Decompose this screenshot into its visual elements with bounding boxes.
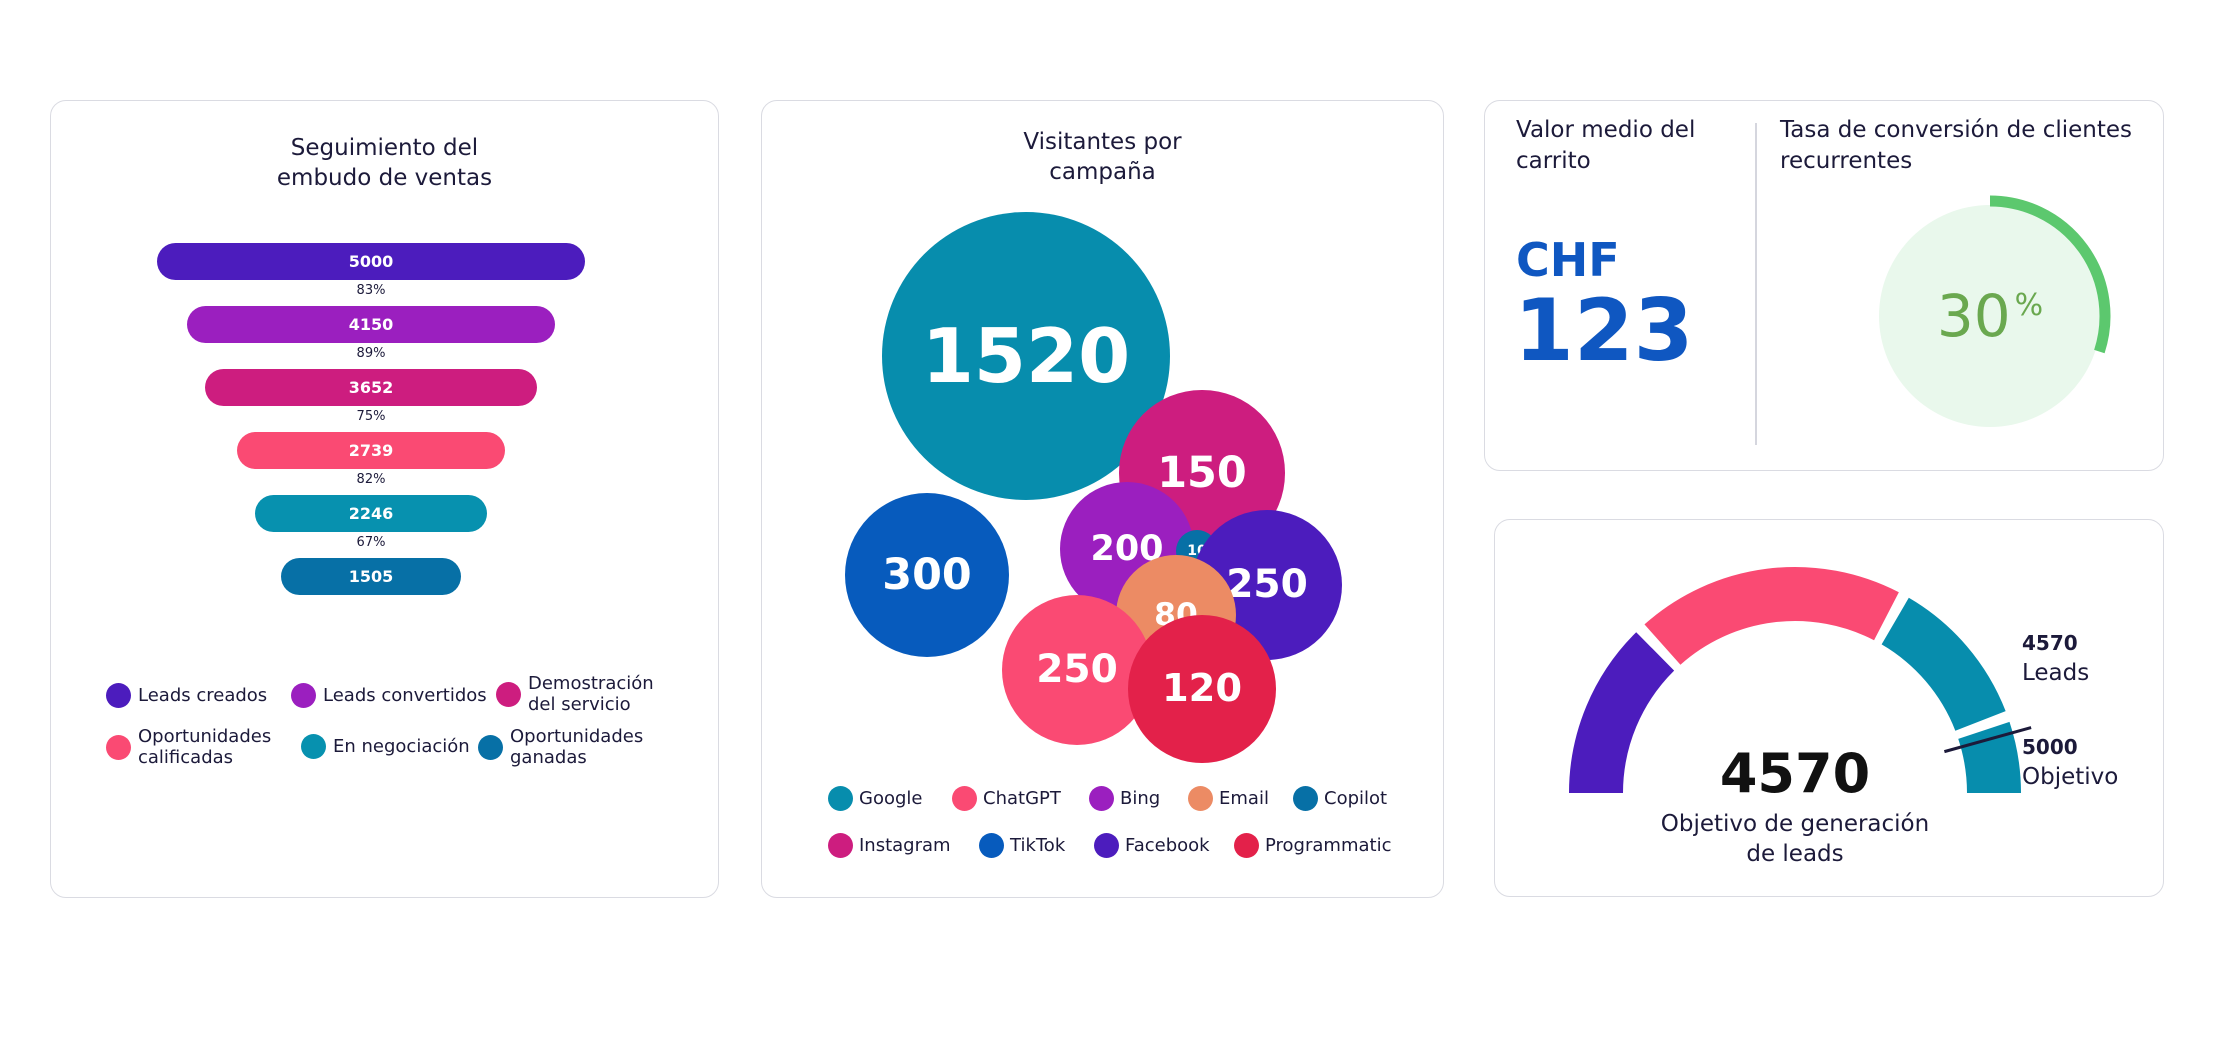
gauge-target-value: 5000	[2022, 735, 2078, 759]
legend-label: Instagram	[859, 835, 951, 856]
legend-swatch	[291, 683, 316, 708]
legend-swatch	[828, 786, 853, 811]
funnel-bar: 4150	[187, 306, 555, 343]
conversion-ring-arc	[1989, 195, 2111, 354]
gauge-target-label: 5000 Objetivo	[2022, 732, 2118, 792]
legend-swatch	[106, 734, 131, 760]
funnel-bar: 3652	[204, 369, 538, 406]
legend-label: Google	[859, 788, 923, 809]
bubbles-title: Visitantes por campaña	[1023, 129, 1182, 185]
legend-label: Demostración del servicio	[528, 673, 654, 715]
funnel-bar: 2739	[237, 432, 505, 469]
funnel-conversion-rate: 75%	[356, 409, 386, 424]
funnel-bar: 2246	[254, 495, 488, 532]
cart-value: 123	[1514, 281, 1694, 381]
sales-funnel-card: Seguimiento del embudo de ventas 5000 415…	[50, 100, 719, 898]
funnel-bar: 5000	[157, 243, 585, 280]
kpi-card: Valor medio del carrito CHF 123 Tasa de …	[1484, 100, 2164, 471]
gauge-current-text: Leads	[2022, 660, 2090, 686]
campaign-bubble: 250	[1001, 594, 1153, 746]
legend-label: Copilot	[1324, 788, 1388, 809]
gauge-segment	[1569, 632, 1675, 794]
funnel-conversion-rate: 89%	[356, 346, 386, 361]
legend-label: En negociación	[333, 736, 470, 757]
funnel-title: Seguimiento del embudo de ventas	[276, 135, 493, 191]
gauge-caption: Objetivo de generación de leads	[1660, 811, 1930, 867]
gauge-current-label: 4570 Leads	[2022, 628, 2089, 688]
funnel-legend-item: Leads convertidos	[291, 683, 487, 708]
lead-goal-gauge	[1569, 567, 2032, 794]
funnel-legend-item: En negociación	[301, 734, 470, 759]
funnel-legend-item: Oportunidades ganadas	[478, 726, 643, 768]
legend-swatch	[1188, 786, 1213, 811]
campaign-bubble: 120	[1128, 615, 1276, 763]
legend-swatch	[1094, 833, 1119, 858]
legend-swatch	[301, 734, 326, 759]
kpi-divider	[1755, 123, 1757, 445]
gauge-current-value: 4570	[2022, 631, 2078, 655]
funnel-conversion-rate: 82%	[356, 472, 386, 487]
bubble-legend-item: Bing	[1089, 786, 1160, 811]
legend-swatch	[1234, 833, 1259, 858]
cart-value-title: Valor medio del carrito	[1516, 117, 1696, 174]
funnel-legend-item: Leads creados	[106, 683, 267, 708]
campaign-bubble: 300	[844, 492, 1010, 658]
funnel-conversion-rate: 83%	[356, 283, 386, 298]
bubble-legend-item: Instagram	[828, 833, 951, 858]
legend-swatch	[828, 833, 853, 858]
bubble-legend-item: Google	[828, 786, 922, 811]
visitors-by-campaign-card: Visitantes por campaña 1520 150 300 200 10 25…	[761, 100, 1444, 898]
legend-swatch	[979, 833, 1004, 858]
bubble-legend-item: Facebook	[1094, 833, 1210, 858]
legend-swatch	[478, 734, 503, 760]
campaign-bubble: 250	[1191, 509, 1343, 661]
bubble-legend-item: Programmatic	[1234, 833, 1391, 858]
legend-label: Leads creados	[138, 685, 268, 706]
conversion-unit: %	[2014, 287, 2044, 323]
legend-swatch	[1293, 786, 1318, 811]
legend-label: Oportunidades calificadas	[138, 726, 272, 768]
funnel-bar: 1505	[281, 558, 461, 595]
bubble-legend-item: Copilot	[1293, 786, 1387, 811]
gauge-segment	[1644, 567, 1899, 666]
conversion-ring-background	[1879, 205, 2101, 427]
conversion-ring	[1879, 195, 2111, 427]
legend-swatch	[952, 786, 977, 811]
conversion-title: Tasa de conversión de clientes recurrent…	[1780, 117, 2132, 174]
gauge-segment	[1958, 721, 2021, 794]
legend-swatch	[106, 683, 131, 708]
legend-swatch	[1089, 786, 1114, 811]
conversion-value: 30 %	[1865, 191, 2115, 441]
gauge-needle	[1943, 726, 2032, 754]
legend-label: Facebook	[1125, 835, 1210, 856]
legend-label: TikTok	[1010, 835, 1066, 856]
legend-label: Bing	[1120, 788, 1161, 809]
legend-swatch	[496, 681, 521, 707]
legend-label: Email	[1219, 788, 1269, 809]
funnel-conversion-rate: 67%	[356, 535, 386, 550]
gauge-target-text: Objetivo	[2022, 764, 2119, 790]
bubble-legend-item: Email	[1188, 786, 1269, 811]
gauge-segment	[1881, 597, 2006, 732]
funnel-legend-item: Demostración del servicio	[496, 673, 654, 715]
conversion-number: 30	[1936, 282, 2011, 350]
bubble-legend-item: TikTok	[979, 833, 1065, 858]
gauge-value: 4570	[1719, 742, 1871, 805]
legend-label: Oportunidades ganadas	[510, 726, 644, 768]
lead-goal-card: 4570 Objetivo de generación de leads 457…	[1494, 519, 2164, 897]
legend-label: Leads convertidos	[323, 685, 487, 706]
legend-label: Programmatic	[1265, 835, 1392, 856]
legend-label: ChatGPT	[983, 788, 1061, 809]
funnel-legend-item: Oportunidades calificadas	[106, 726, 271, 768]
bubble-legend-item: ChatGPT	[952, 786, 1061, 811]
cart-currency: CHF	[1516, 233, 1620, 287]
